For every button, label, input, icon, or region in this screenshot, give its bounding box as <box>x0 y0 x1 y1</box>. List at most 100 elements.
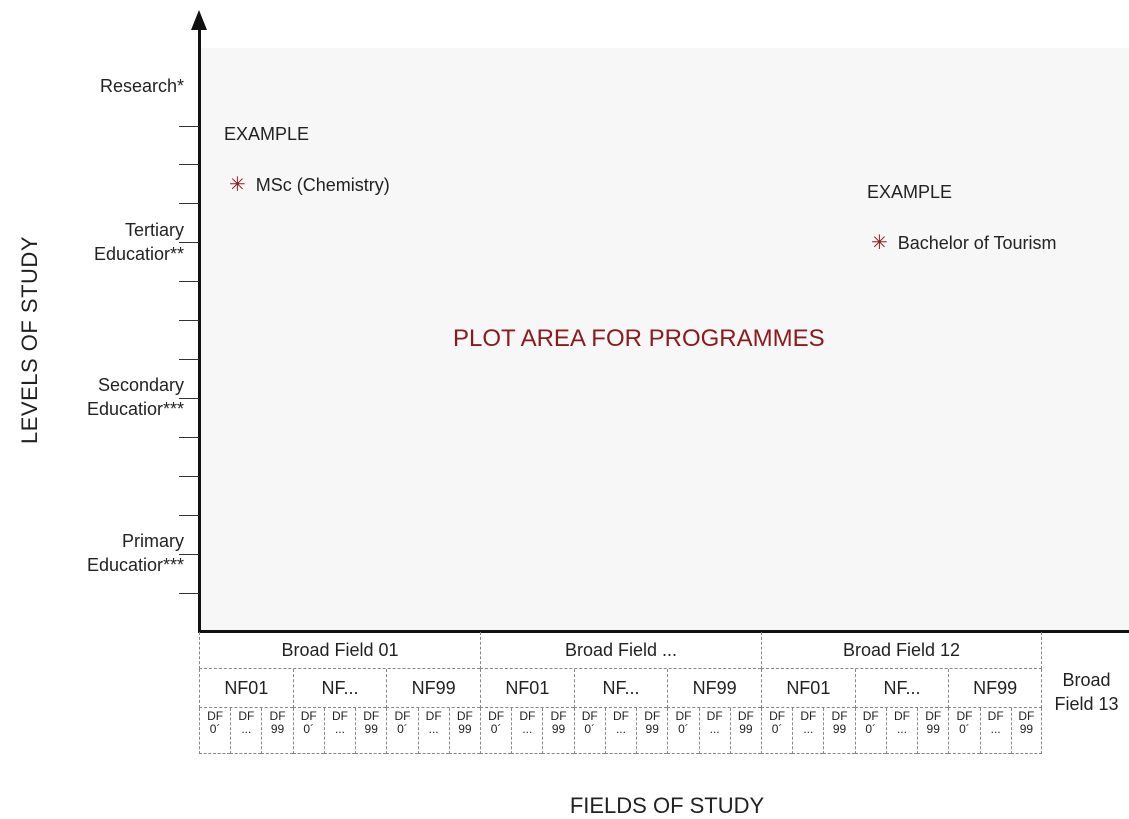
narrow-field-cell: NF... <box>573 669 668 708</box>
level-label-research: Research* <box>99 76 184 96</box>
plot-area <box>199 48 1129 631</box>
y-tick <box>179 359 199 360</box>
detailed-field-number: 99 <box>926 722 940 736</box>
y-tick <box>179 281 199 282</box>
detailed-field-number: 0´ <box>959 722 970 736</box>
y-tick <box>179 126 199 127</box>
detailed-field-code: DF <box>831 709 848 723</box>
narrow-field-cell: NF99 <box>667 669 761 708</box>
detailed-field-code: DF <box>207 709 224 723</box>
detailed-field-number: ... <box>615 722 626 736</box>
detailed-field-code: DF <box>331 709 348 723</box>
detailed-field-cell: DF... <box>885 708 918 754</box>
detailed-field-cell: DF... <box>511 708 543 754</box>
y-tick <box>179 476 199 477</box>
detailed-field-code: DF <box>675 709 692 723</box>
plot-area-title: PLOT AREA FOR PROGRAMMES <box>453 325 825 352</box>
detailed-field-cell: DF 99 <box>448 708 480 754</box>
detailed-field-code: DF <box>612 709 629 723</box>
detailed-field-code: DF <box>394 709 411 723</box>
detailed-field-number: 0´ <box>678 722 689 736</box>
y-axis-title: LEVELS OF STUDY <box>17 235 42 445</box>
detailed-field-code: DF <box>862 709 879 723</box>
detailed-field-code: DF <box>1018 709 1035 723</box>
detailed-field-cell: DF 0´ <box>948 708 980 754</box>
detailed-field-number: 0´ <box>771 722 783 736</box>
narrow-field-cell: NF01 <box>761 669 855 708</box>
detailed-field-cell: DF 0´ <box>667 708 699 754</box>
detailed-field-cell: DF... <box>230 708 262 754</box>
level-label-primary: Primary Educatior*** <box>86 531 184 575</box>
detailed-field-cell: DF 0´ <box>480 708 512 754</box>
detailed-field-number: 0´ <box>865 722 877 736</box>
detailed-field-code: DF <box>488 709 505 723</box>
detailed-field-cell: DF 0´ <box>292 708 324 754</box>
detailed-field-cell: DF 99 <box>823 708 855 754</box>
y-tick <box>179 515 199 516</box>
example-item: ✳ Bachelor of Tourism <box>871 232 1057 254</box>
detailed-field-code: DF <box>987 709 1004 723</box>
detailed-field-cell: DF 99 <box>636 708 668 754</box>
detailed-field-cell: DF... <box>979 708 1011 754</box>
example-heading: EXAMPLE <box>867 182 953 202</box>
detailed-field-cell: DF 99 <box>1010 708 1042 754</box>
y-tick <box>179 437 199 438</box>
detailed-field-cell: DF... <box>698 708 730 754</box>
detailed-field-code: DF <box>425 709 442 723</box>
y-tick <box>179 203 199 204</box>
detailed-field-cell: DF 99 <box>261 708 293 754</box>
y-tick <box>179 398 199 399</box>
detailed-field-cell: DF 99 <box>729 708 761 754</box>
detailed-field-number: 99 <box>739 722 753 736</box>
detailed-field-code: DF <box>800 709 817 723</box>
detailed-field-code: DF <box>644 709 661 723</box>
detailed-field-code: DF <box>737 709 754 723</box>
x-axis-line <box>198 630 1129 633</box>
narrow-field-cell: NF01 <box>199 669 293 708</box>
narrow-field-cell: NF99 <box>386 669 480 708</box>
detailed-field-number: 0´ <box>490 722 502 736</box>
detailed-field-number: ... <box>241 722 252 736</box>
detailed-field-cell: DF 0´ <box>761 708 793 754</box>
detailed-field-code: DF <box>300 709 317 723</box>
y-tick <box>179 593 199 594</box>
detailed-field-number: 99 <box>458 722 472 736</box>
detailed-field-cell: DF... <box>604 708 637 754</box>
detailed-field-number: 99 <box>270 722 285 736</box>
detailed-field-number: 0´ <box>397 722 408 736</box>
detailed-field-code: DF <box>769 709 786 723</box>
detailed-field-number: ... <box>709 722 720 736</box>
detailed-field-number: ... <box>990 722 1001 736</box>
detailed-field-code: DF <box>363 709 380 723</box>
narrow-field-cell: NF... <box>292 669 387 708</box>
x-axis-title: FIELDS OF STUDY <box>569 793 765 818</box>
detailed-field-number: 0´ <box>584 722 596 736</box>
detailed-field-number: ... <box>428 722 439 736</box>
level-label-tertiary: Tertiary Educatior** <box>93 220 184 264</box>
asterisk-marker-icon: ✳ <box>871 232 888 254</box>
broad-field-cell: Broad Field ... <box>480 632 761 669</box>
detailed-field-number: ... <box>803 722 814 736</box>
detailed-field-cell: DF... <box>792 708 824 754</box>
detailed-field-number: 99 <box>645 722 659 736</box>
y-tick <box>179 164 199 165</box>
detailed-field-number: 99 <box>551 722 566 736</box>
detailed-field-code: DF <box>706 709 723 723</box>
detailed-field-number: ... <box>334 722 345 736</box>
example-item: ✳ MSc (Chemistry) <box>229 174 390 196</box>
detailed-field-code: DF <box>238 709 255 723</box>
level-label-secondary: Secondary Educatior*** <box>86 375 184 419</box>
detailed-field-code: DF <box>925 709 942 723</box>
detailed-field-cell: DF 0´ <box>386 708 418 754</box>
detailed-field-cell: DF 0´ <box>199 708 231 754</box>
narrow-field-cell: NF99 <box>948 669 1042 708</box>
detailed-field-cell: DF 99 <box>355 708 387 754</box>
detailed-field-code: DF <box>550 709 567 723</box>
detailed-field-cell: DF 0´ <box>854 708 886 754</box>
detailed-field-code: DF <box>956 709 973 723</box>
y-tick <box>179 242 199 243</box>
y-tick <box>179 320 199 321</box>
y-axis-line <box>198 28 201 633</box>
detailed-field-number: ... <box>896 722 907 736</box>
detailed-field-code: DF <box>519 709 536 723</box>
